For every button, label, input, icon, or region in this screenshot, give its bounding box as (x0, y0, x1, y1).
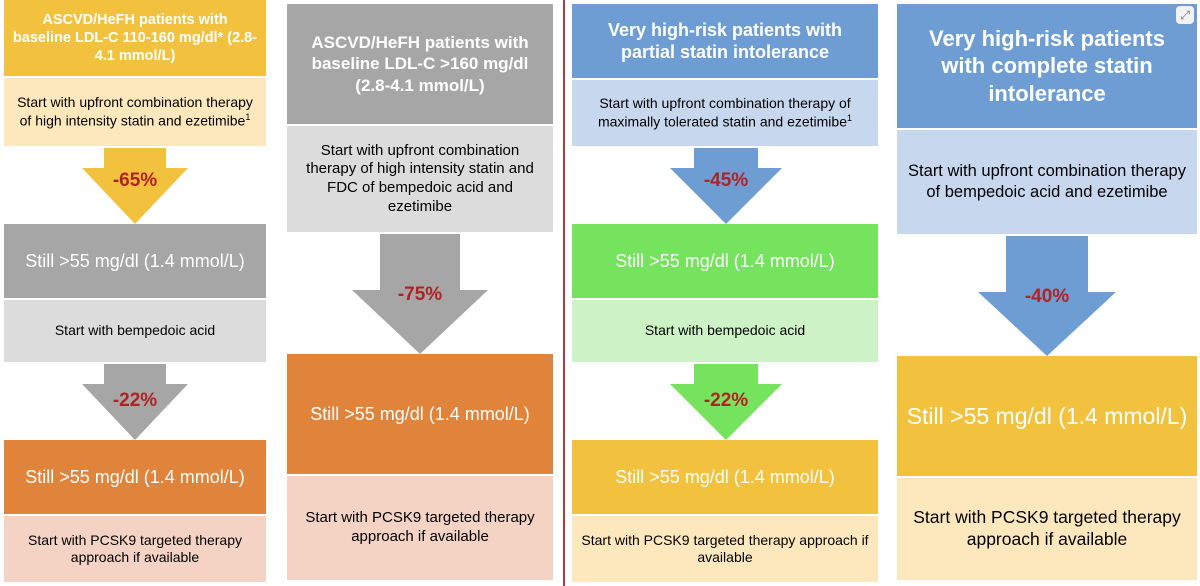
col3-arrow1 (670, 148, 782, 224)
col4-step1: Start with upfront combination therapy o… (897, 130, 1197, 234)
col3-still2: Still >55 mg/dl (1.4 mmol/L) (572, 440, 878, 514)
col4-reduction1: -40% (1024, 286, 1070, 307)
col4-step3: Start with PCSK9 targeted therapy approa… (897, 478, 1197, 580)
col3-step2: Start with bempedoic acid (572, 300, 878, 362)
col2-step1: Start with upfront combination therapy o… (287, 126, 553, 232)
col1-reduction2: -22% (112, 390, 158, 411)
col2-arrow1 (352, 234, 488, 354)
column-divider (563, 0, 565, 586)
col3-step1: Start with upfront combination therapy o… (572, 80, 878, 146)
col2-step3: Start with PCSK9 targeted therapy approa… (287, 476, 553, 580)
col3-reduction2: -22% (703, 390, 749, 411)
col1-reduction1: -65% (112, 170, 158, 191)
col2-still1: Still >55 mg/dl (1.4 mmol/L) (287, 354, 553, 474)
col3-arrow2 (670, 364, 782, 440)
col2-reduction1: -75% (397, 284, 443, 305)
col3-reduction1: -45% (703, 170, 749, 191)
col4-header: Very high-risk patients with complete st… (897, 4, 1197, 128)
col1-still2: Still >55 mg/dl (1.4 mmol/L) (4, 440, 266, 514)
col1-arrow1 (82, 148, 188, 224)
expand-icon[interactable]: ⤢ (1176, 6, 1194, 24)
col1-step3: Start with PCSK9 targeted therapy approa… (4, 516, 266, 582)
col3-header: Very high-risk patients with partial sta… (572, 4, 878, 78)
col1-arrow2 (82, 364, 188, 440)
col1-step1: Start with upfront combination therapy o… (4, 78, 266, 146)
col4-arrow1 (978, 236, 1116, 356)
col1-still1: Still >55 mg/dl (1.4 mmol/L) (4, 224, 266, 298)
col4-still1: Still >55 mg/dl (1.4 mmol/L) (897, 356, 1197, 476)
col1-step2: Start with bempedoic acid (4, 300, 266, 362)
col3-still1: Still >55 mg/dl (1.4 mmol/L) (572, 224, 878, 298)
col1-header: ASCVD/HeFH patients with baseline LDL-C … (4, 0, 266, 76)
col2-header: ASCVD/HeFH patients with baseline LDL-C … (287, 4, 553, 124)
col3-step3: Start with PCSK9 targeted therapy approa… (572, 516, 878, 582)
